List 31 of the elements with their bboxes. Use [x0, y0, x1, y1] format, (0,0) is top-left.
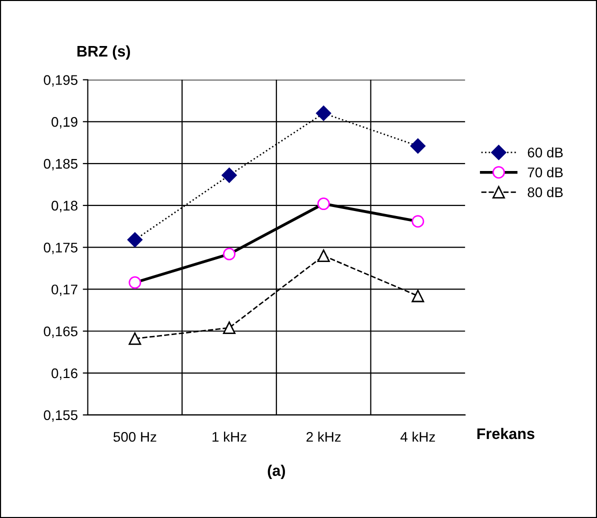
legend-label: 60 dB — [528, 147, 563, 158]
y-tick-label: 0,185 — [44, 158, 78, 170]
y-tick-label: 0,16 — [52, 368, 78, 380]
point — [316, 106, 332, 121]
point — [127, 232, 142, 248]
y-tick-label: 0,17 — [52, 284, 78, 296]
point — [128, 332, 142, 345]
y-tick-label: 0,155 — [44, 410, 78, 422]
point — [412, 290, 424, 302]
x-tick-label: 500 Hz — [113, 432, 156, 442]
x-tick-label: 2 kHz — [306, 432, 341, 442]
y-tick-label: 0,18 — [52, 200, 78, 212]
point — [222, 168, 237, 183]
x-tick-label: 4 kHz — [400, 432, 435, 442]
point — [410, 138, 426, 154]
y-tick-label: 0,165 — [44, 326, 78, 338]
point — [223, 248, 236, 260]
y-axis-title: BRZ (s) — [77, 45, 130, 60]
point — [128, 276, 142, 289]
point — [412, 215, 424, 228]
y-tick-label: 0,175 — [44, 242, 78, 254]
y-tick-label: 0,195 — [44, 75, 78, 87]
y-tick-label: 0,19 — [52, 117, 78, 128]
legend-label: 80 dB — [528, 187, 563, 198]
x-axis-title: Frekans — [477, 428, 534, 440]
point — [317, 249, 330, 262]
point — [223, 322, 236, 334]
legend-label: 70 dB — [528, 167, 563, 178]
point — [317, 198, 330, 210]
text: (a) — [268, 464, 285, 480]
x-tick-label: 1 kHz — [212, 432, 246, 442]
